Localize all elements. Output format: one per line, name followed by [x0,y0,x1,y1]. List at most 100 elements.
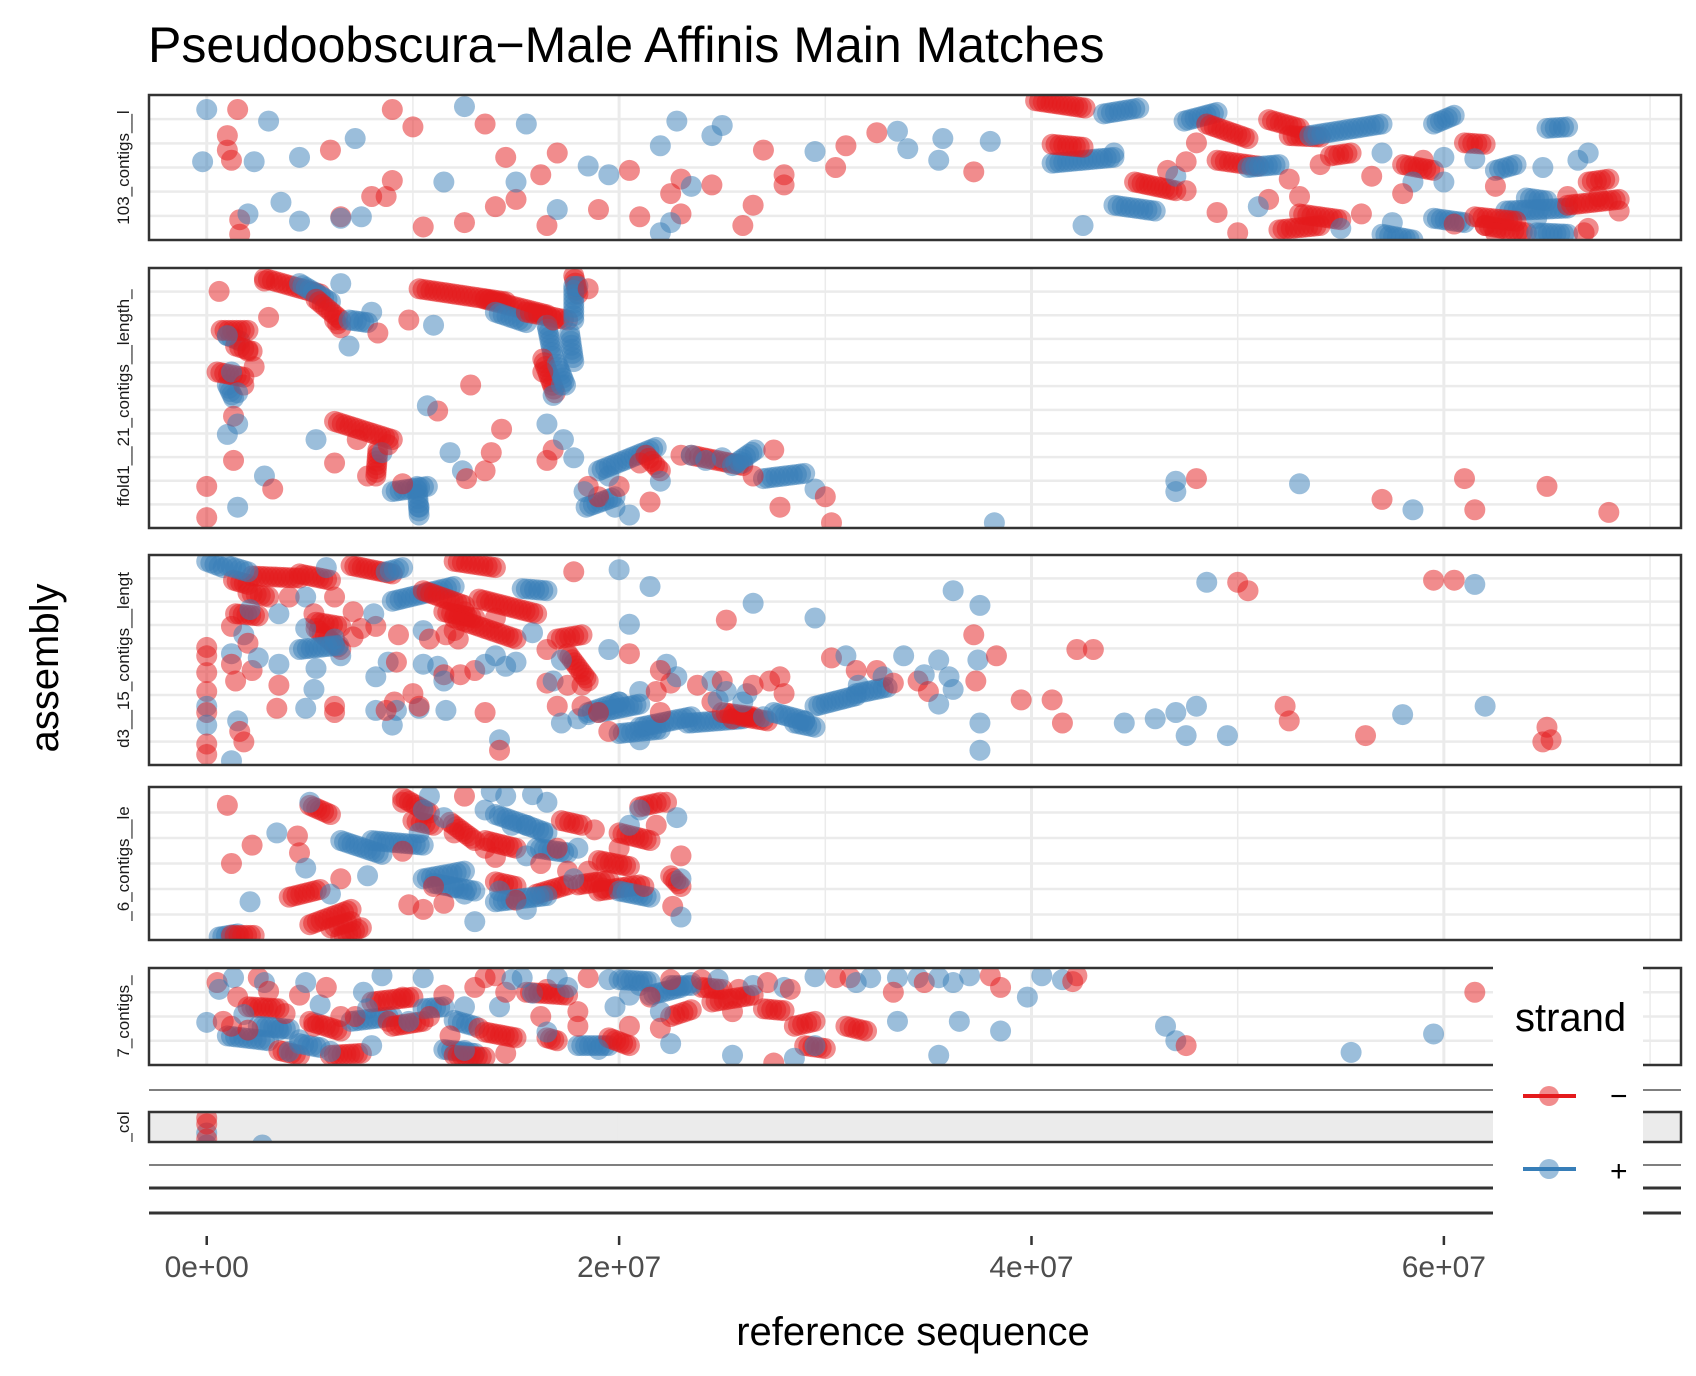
match-point-minus [633,875,655,897]
match-point-plus [357,998,379,1020]
match-point-minus [629,452,651,474]
x-axis: 0e+00 2e+07 4e+07 6e+07 [165,1236,1486,1284]
match-point-plus [835,645,857,667]
match-point-plus [1103,142,1125,164]
match-point-minus [453,787,475,807]
match-point-plus [1557,223,1579,240]
match-point-minus [433,892,455,914]
match-point-minus [443,822,465,844]
match-point-minus [546,142,568,164]
match-point-plus [371,843,393,865]
match-point-plus [794,710,816,732]
match-point-plus [1113,712,1135,734]
match-point-minus [243,356,265,378]
match-point-minus [1289,186,1311,207]
match-point-minus [229,223,251,240]
match-point-minus [742,674,764,696]
match-point-plus [1165,481,1187,503]
match-point-plus [1185,695,1207,717]
match-point-minus [985,645,1007,667]
legend: strand − + [1493,960,1643,1230]
match-point-plus [948,1010,970,1032]
match-point-plus [670,868,692,890]
match-point-plus [289,146,311,168]
match-point-plus [942,580,964,602]
match-point-plus [983,512,1005,528]
match-point-minus [237,319,259,341]
match-point-plus [398,1010,420,1032]
match-point-plus [666,666,688,688]
match-point-plus [408,496,430,518]
panel-marks [196,555,1562,765]
match-point-plus [707,969,729,991]
match-point-plus [196,1011,218,1033]
match-point-plus [371,968,393,987]
match-point-minus [1278,168,1300,190]
match-point-plus [969,712,991,734]
match-point-minus [505,188,527,210]
match-point-minus [324,452,346,474]
match-point-plus [1464,573,1486,595]
x-tick-label: 6e+07 [1402,1251,1486,1284]
match-point-plus [979,130,1001,152]
match-point-minus [680,999,702,1021]
match-point-minus [1227,222,1249,240]
match-point-plus [196,714,218,736]
match-point-minus [769,496,791,518]
match-point-plus [804,607,826,629]
match-point-minus [319,804,341,826]
match-point-minus [773,174,795,196]
match-point-minus [480,442,502,464]
chart-title: Pseudoobscura−Male Affinis Main Matches [148,17,1105,73]
match-point-plus [330,207,352,229]
match-point-minus [752,139,774,161]
match-point-plus [289,210,311,232]
match-point-plus [860,968,882,989]
match-point-minus [1598,501,1620,523]
match-point-plus [227,496,249,518]
match-point-plus [1371,113,1393,135]
match-point-plus [433,670,455,692]
match-point-plus [598,465,620,487]
facet-label: ffold1__21_contigs__length_ [114,289,133,507]
match-point-plus [247,647,269,669]
match-point-plus [1330,217,1352,239]
match-point-plus [1371,142,1393,164]
match-point-minus [484,968,506,987]
match-point-minus [196,1128,218,1142]
match-point-minus [495,146,517,168]
match-point-plus [266,822,288,844]
match-point-minus [763,439,785,461]
match-point-plus [1402,499,1424,521]
match-point-minus [1453,468,1475,490]
match-point-minus [649,702,671,723]
match-point-plus [742,592,764,614]
match-point-plus [220,361,242,383]
match-point-plus [1072,215,1094,236]
match-point-minus [220,149,242,171]
match-point-plus [208,978,230,1000]
match-point-plus [412,799,434,821]
match-point-plus [295,857,317,879]
match-point-plus [237,203,259,225]
match-point-minus [963,161,985,183]
match-point-plus [794,462,816,484]
match-point-minus [835,135,857,157]
match-point-plus [969,594,991,616]
match-point-minus [530,164,552,186]
match-point-plus [804,1035,826,1057]
match-point-minus [649,1017,671,1039]
match-point-minus [536,449,558,471]
match-point-minus [1423,569,1445,591]
panel-marks [196,968,1517,1065]
match-point-plus [416,395,438,417]
match-point-minus [1350,203,1372,225]
match-point-plus [847,674,869,696]
match-point-plus [649,135,671,157]
match-point-plus [618,504,640,526]
match-point-plus [1392,704,1414,726]
match-point-plus [239,891,261,913]
match-point-minus [268,674,290,696]
